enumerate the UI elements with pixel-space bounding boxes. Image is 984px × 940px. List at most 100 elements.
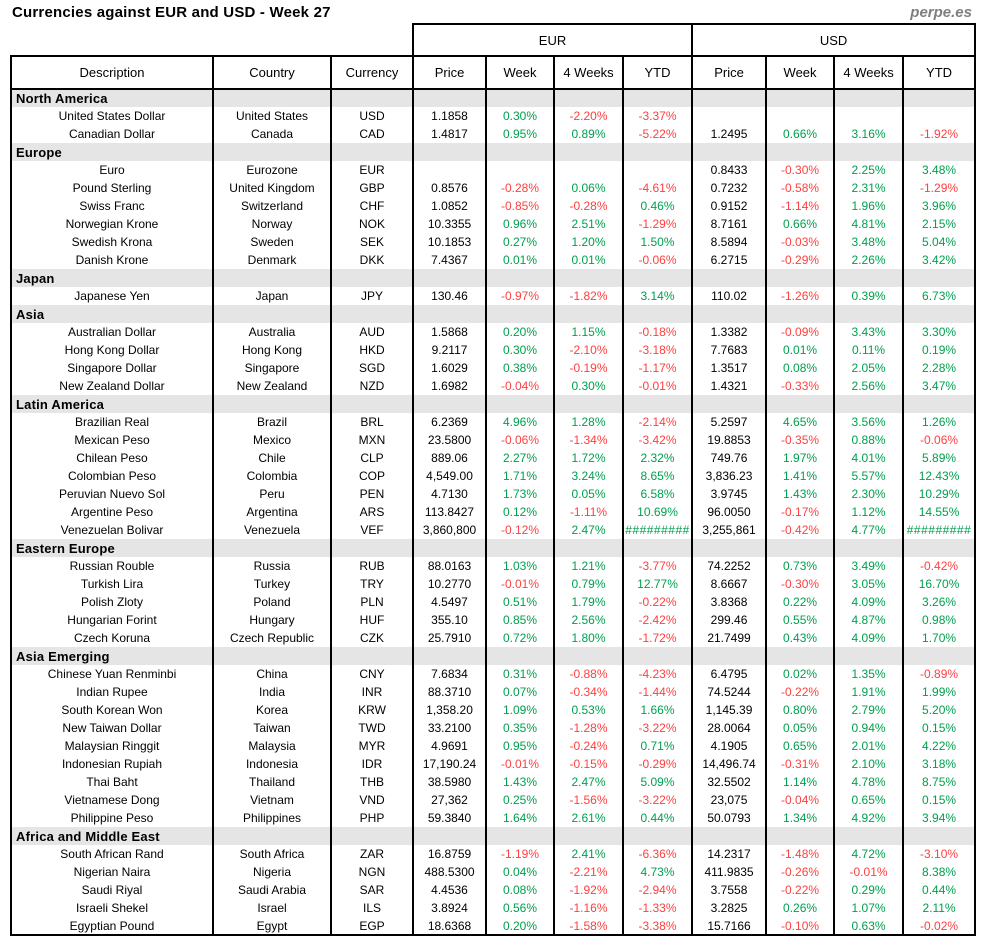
cell-eur-week	[485, 161, 556, 179]
cell-eur-ytd: -1.17%	[622, 359, 694, 377]
section-cell	[902, 305, 977, 323]
cell-eur-ytd: -0.06%	[622, 251, 694, 269]
cell-usd-ytd: -0.42%	[902, 557, 977, 575]
cell-eur-4weeks: 2.61%	[553, 809, 625, 827]
cell-eur-ytd: 0.44%	[622, 809, 694, 827]
cell-usd-ytd: 8.38%	[902, 863, 977, 881]
cell-description: Russian Rouble	[10, 557, 214, 575]
cell-eur-ytd: -1.72%	[622, 629, 694, 647]
cell-currency: ZAR	[329, 845, 415, 863]
cell-usd-week: 0.05%	[765, 719, 836, 737]
cell-usd-week: -0.22%	[765, 683, 836, 701]
table-row: New Zealand Dollar New Zealand NZD 1.6982 -0…	[10, 377, 977, 395]
section-cell	[765, 827, 836, 845]
cell-eur-ytd: 12.77%	[622, 575, 694, 593]
cell-usd-ytd: 14.55%	[902, 503, 977, 521]
cell-usd-price: 6.2715	[691, 251, 768, 269]
cell-eur-4weeks: -1.34%	[553, 431, 625, 449]
cell-description: Nigerian Naira	[10, 863, 214, 881]
cell-country: Hungary	[212, 611, 332, 629]
cell-country: Malaysia	[212, 737, 332, 755]
header-spacer	[11, 24, 413, 56]
cell-currency: PLN	[329, 593, 415, 611]
cell-eur-week: 0.72%	[485, 629, 556, 647]
cell-usd-4weeks: 3.49%	[833, 557, 905, 575]
cell-eur-ytd: 5.09%	[622, 773, 694, 791]
cell-usd-ytd: 2.15%	[902, 215, 977, 233]
cell-usd-4weeks: 2.56%	[833, 377, 905, 395]
cell-eur-4weeks: -1.56%	[553, 791, 625, 809]
cell-eur-ytd	[622, 161, 694, 179]
table-row: United States Dollar United States USD 1.18…	[10, 107, 977, 125]
column-header-usd-price: Price	[691, 55, 768, 90]
table-row: Chilean Peso Chile CLP 889.06 2.27% 1.72% 2.32…	[10, 449, 977, 467]
section-cell	[553, 827, 625, 845]
cell-description: United States Dollar	[10, 107, 214, 125]
cell-eur-price: 9.2117	[412, 341, 488, 359]
cell-eur-ytd: #########	[622, 521, 694, 539]
cell-description: Canadian Dollar	[10, 125, 214, 143]
cell-usd-ytd: -3.10%	[902, 845, 977, 863]
cell-currency: THB	[329, 773, 415, 791]
table-row: Danish Krone Denmark DKK 7.4367 0.01% 0.01% -0…	[10, 251, 977, 269]
section-cell	[412, 647, 488, 665]
cell-description: South Korean Won	[10, 701, 214, 719]
cell-description: Singapore Dollar	[10, 359, 214, 377]
cell-usd-price: 3.2825	[691, 899, 768, 917]
cell-eur-price: 18.6368	[412, 917, 488, 936]
section-row: Latin America	[10, 395, 977, 413]
cell-usd-ytd: -0.89%	[902, 665, 977, 683]
cell-description: Mexican Peso	[10, 431, 214, 449]
section-label: Asia	[10, 305, 214, 323]
cell-usd-ytd: 3.42%	[902, 251, 977, 269]
cell-usd-week: 0.26%	[765, 899, 836, 917]
cell-usd-week: 0.66%	[765, 125, 836, 143]
cell-eur-price: 10.1853	[412, 233, 488, 251]
cell-usd-week: -1.48%	[765, 845, 836, 863]
cell-eur-price: 10.2770	[412, 575, 488, 593]
section-cell	[902, 827, 977, 845]
cell-eur-week: 0.35%	[485, 719, 556, 737]
section-cell	[833, 269, 905, 287]
section-cell	[691, 89, 768, 107]
cell-usd-4weeks: 0.65%	[833, 791, 905, 809]
cell-eur-4weeks: 2.47%	[553, 773, 625, 791]
section-cell	[553, 647, 625, 665]
cell-eur-price: 17,190.24	[412, 755, 488, 773]
cell-usd-price: 110.02	[691, 287, 768, 305]
cell-eur-4weeks: 0.79%	[553, 575, 625, 593]
table-row: Japanese Yen Japan JPY 130.46 -0.97% -1.82% 3.…	[10, 287, 977, 305]
cell-eur-ytd: -5.22%	[622, 125, 694, 143]
cell-usd-4weeks: 1.91%	[833, 683, 905, 701]
cell-country: New Zealand	[212, 377, 332, 395]
cell-eur-ytd: -6.36%	[622, 845, 694, 863]
section-row: Asia Emerging	[10, 647, 977, 665]
cell-usd-price: 74.5244	[691, 683, 768, 701]
cell-eur-price: 113.8427	[412, 503, 488, 521]
cell-usd-4weeks: 2.01%	[833, 737, 905, 755]
cell-usd-price: 21.7499	[691, 629, 768, 647]
cell-usd-price: 8.5894	[691, 233, 768, 251]
cell-eur-4weeks: 0.05%	[553, 485, 625, 503]
cell-usd-week: 1.41%	[765, 467, 836, 485]
cell-eur-week: 1.43%	[485, 773, 556, 791]
cell-usd-price: 3.8368	[691, 593, 768, 611]
cell-eur-week: -0.01%	[485, 575, 556, 593]
cell-usd-price: 3,255,861	[691, 521, 768, 539]
cell-eur-price: 3,860,800	[412, 521, 488, 539]
cell-currency: NOK	[329, 215, 415, 233]
cell-country: Thailand	[212, 773, 332, 791]
cell-country: Philippines	[212, 809, 332, 827]
cell-usd-ytd: 3.30%	[902, 323, 977, 341]
section-cell	[553, 269, 625, 287]
cell-usd-price: 749.76	[691, 449, 768, 467]
cell-usd-week: -0.04%	[765, 791, 836, 809]
cell-eur-price: 7.4367	[412, 251, 488, 269]
cell-usd-price: 32.5502	[691, 773, 768, 791]
cell-eur-4weeks: 1.21%	[553, 557, 625, 575]
cell-description: Argentine Peso	[10, 503, 214, 521]
cell-usd-4weeks: 4.87%	[833, 611, 905, 629]
table-row: Peruvian Nuevo Sol Peru PEN 4.7130 1.73% 0.05…	[10, 485, 977, 503]
cell-usd-ytd: 3.96%	[902, 197, 977, 215]
